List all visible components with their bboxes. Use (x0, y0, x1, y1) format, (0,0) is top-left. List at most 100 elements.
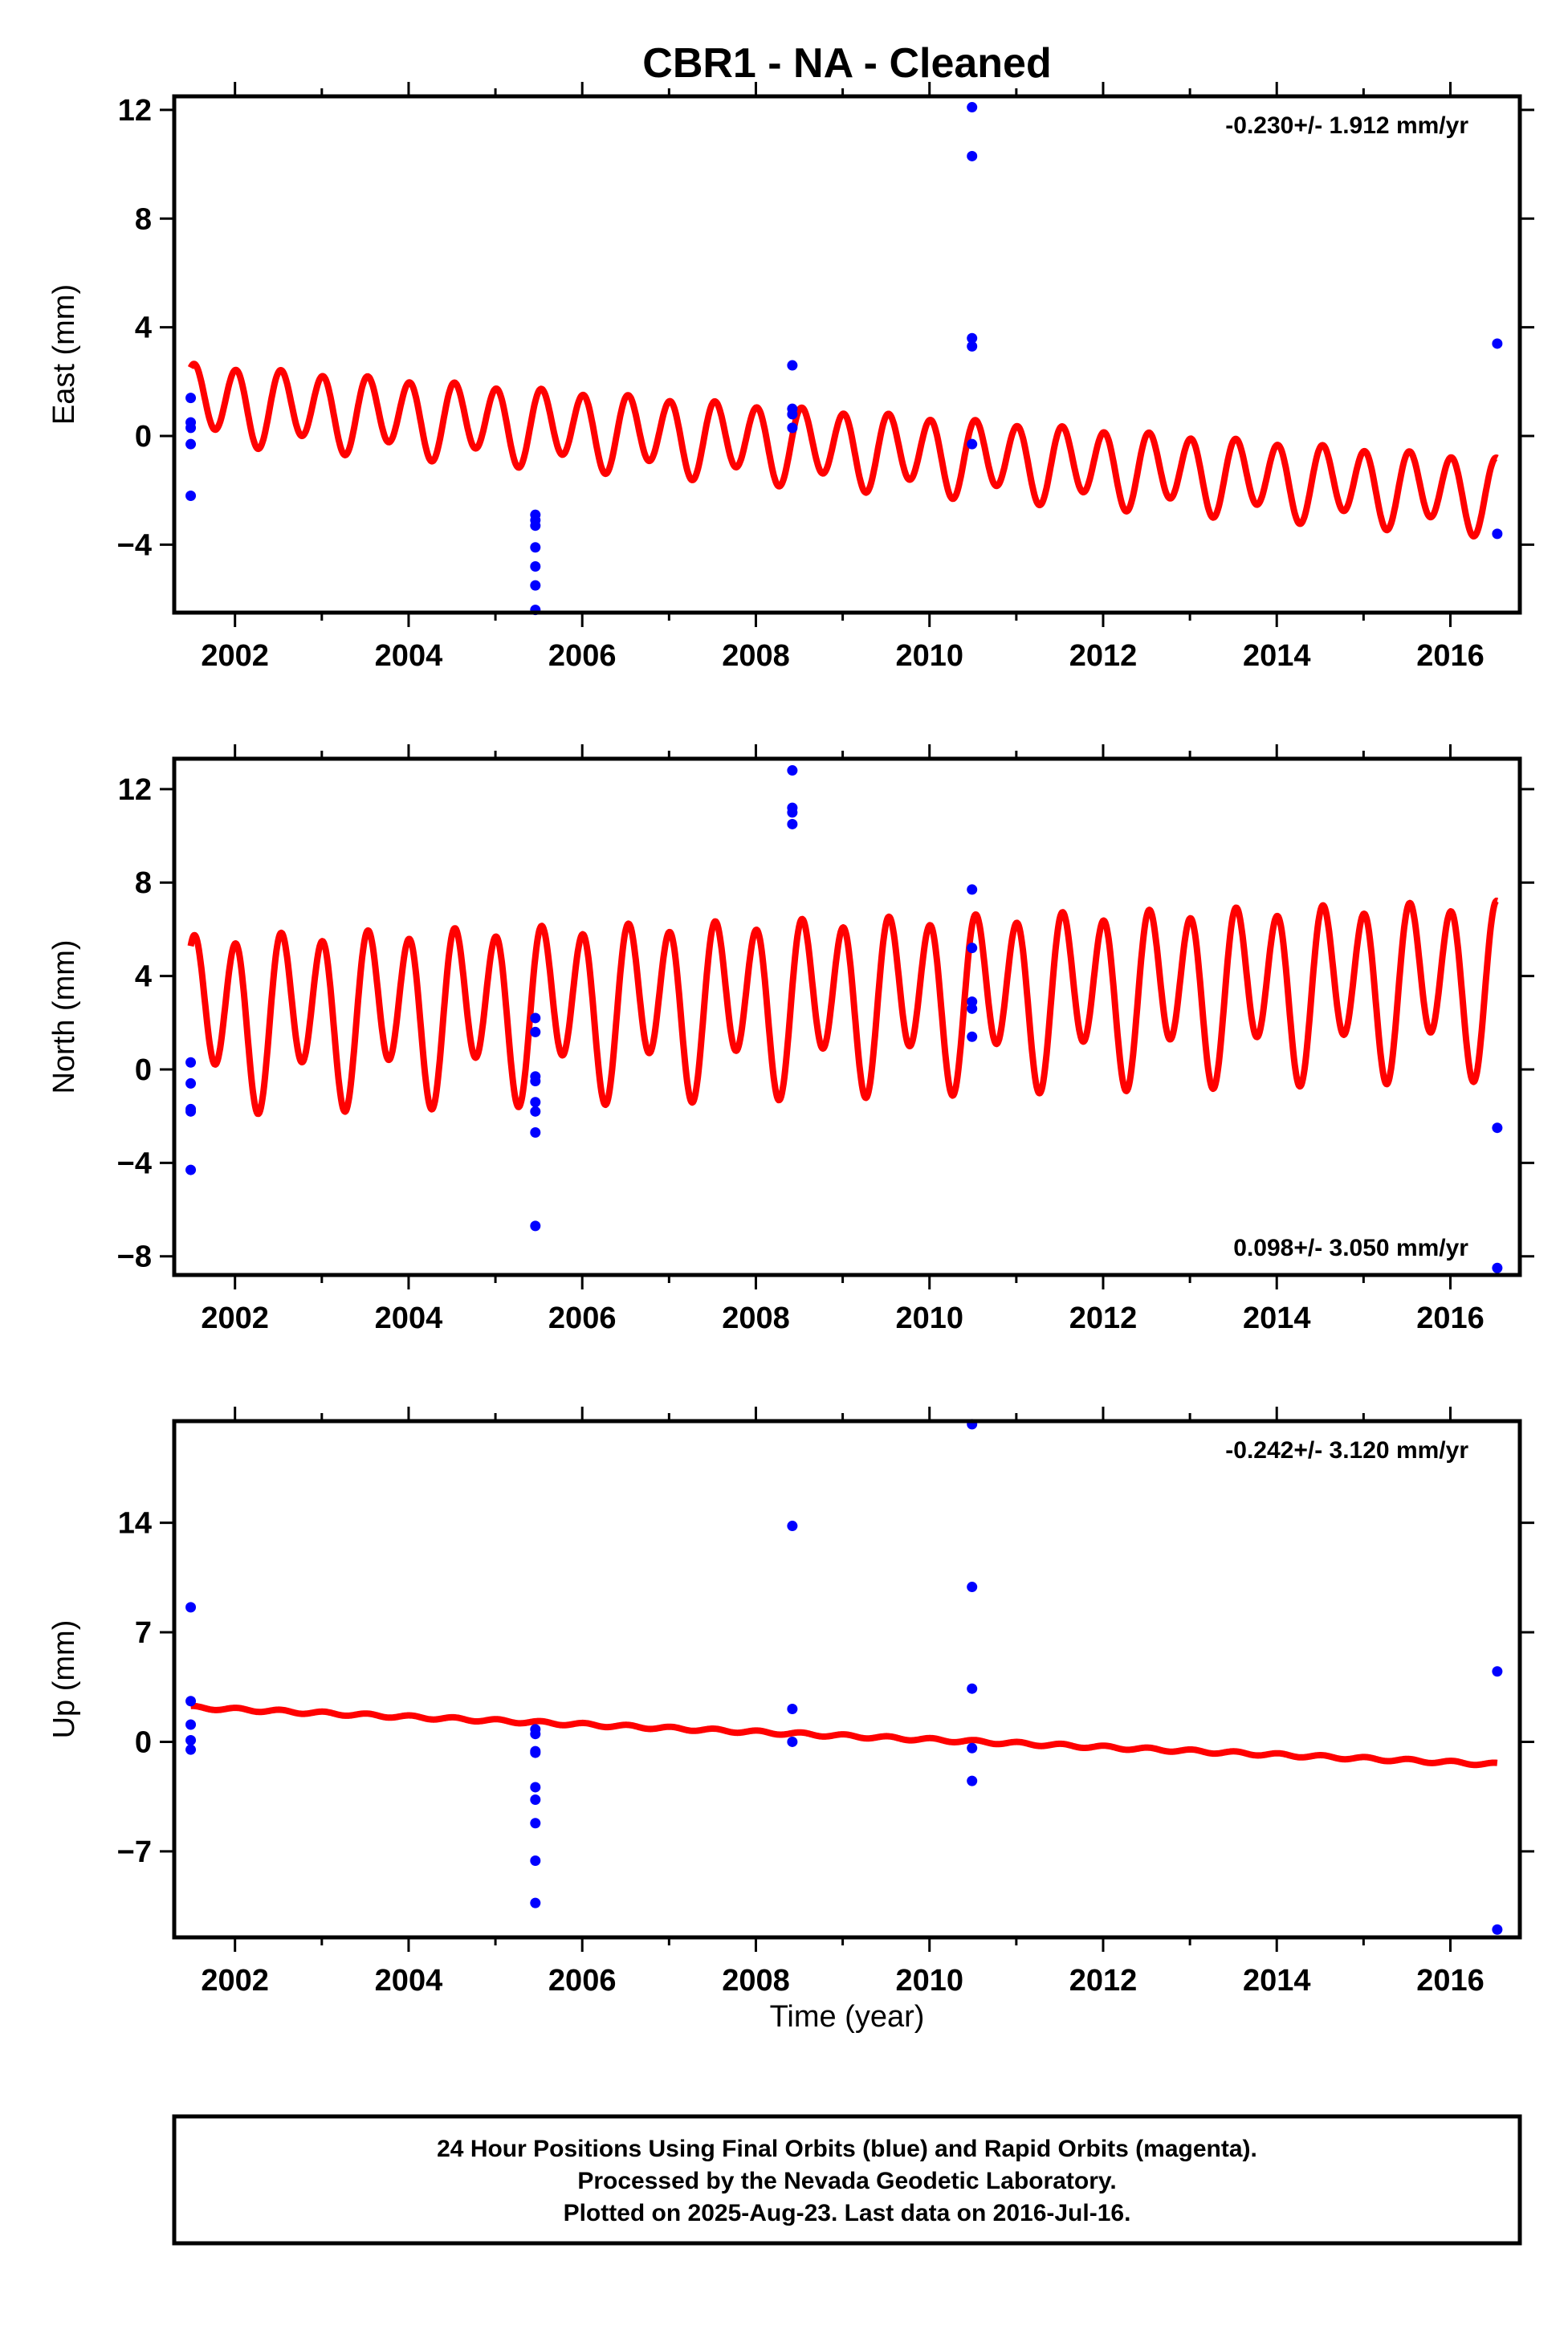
x-tick-label: 2014 (1243, 1964, 1311, 1998)
north-model-line (187, 897, 1500, 1118)
x-tick-label: 2002 (201, 639, 269, 673)
x-tick-label: 2016 (1416, 639, 1485, 673)
x-tick-label: 2012 (1069, 639, 1138, 673)
y-tick-label: 4 (135, 312, 152, 345)
data-point (530, 560, 541, 572)
north-observations (185, 765, 1503, 1273)
data-point (185, 1077, 197, 1089)
data-point (530, 1782, 541, 1793)
north-plot-frame (172, 756, 1522, 1277)
up-rate-annotation: -0.242+/- 3.120 mm/yr (1225, 1437, 1468, 1464)
data-point (967, 1683, 978, 1694)
east-plot-frame (172, 94, 1522, 615)
data-point (787, 1704, 798, 1715)
data-point (1492, 1666, 1503, 1677)
data-point (530, 1794, 541, 1806)
data-point (185, 1057, 197, 1068)
data-point (967, 1742, 978, 1754)
footer-line-3: Plotted on 2025-Aug-23. Last data on 201… (564, 2200, 1131, 2226)
up-panel: 2002 2004 2006 2008 2010 2012 2014 2016 −7 0 7 14 Up… (47, 1407, 1534, 1998)
data-point (530, 1026, 541, 1037)
x-axis-label: Time (year) (770, 2000, 925, 2034)
up-y-axis-label: Up (mm) (47, 1620, 81, 1739)
y-tick-label: 0 (135, 420, 152, 454)
data-point (185, 1106, 197, 1117)
x-tick-label: 2008 (722, 1964, 790, 1998)
x-tick-label: 2010 (895, 1964, 963, 1998)
x-tick-label: 2010 (895, 639, 963, 673)
data-point (530, 580, 541, 591)
y-tick-label: 0 (135, 1053, 152, 1087)
x-tick-label: 2012 (1069, 1964, 1138, 1998)
y-tick-label: −7 (117, 1835, 152, 1869)
east-observations (185, 102, 1503, 616)
data-point (1492, 1924, 1503, 1935)
data-point (530, 1897, 541, 1908)
up-y-ticks: −7 0 7 14 (117, 1507, 1534, 1869)
y-tick-label: 8 (135, 202, 152, 236)
panels-group: 2002 2004 2006 2008 2010 2012 2014 2016 −4 0 4 8 12 E… (47, 82, 1534, 1998)
data-point (967, 150, 978, 161)
east-rate-annotation: -0.230+/- 1.912 mm/yr (1225, 112, 1468, 139)
x-tick-label: 2010 (895, 1301, 963, 1335)
x-tick-label: 2012 (1069, 1301, 1138, 1335)
data-point (967, 340, 978, 352)
data-point (185, 1744, 197, 1755)
east-model-line (187, 360, 1500, 540)
y-tick-label: −8 (117, 1240, 152, 1274)
data-point (1492, 1122, 1503, 1134)
data-point (967, 943, 978, 954)
y-tick-label: 0 (135, 1725, 152, 1759)
y-tick-label: 12 (118, 773, 152, 807)
data-point (530, 1076, 541, 1087)
data-point (185, 438, 197, 450)
data-point (787, 807, 798, 818)
data-point (1492, 1262, 1503, 1273)
data-point (530, 1012, 541, 1024)
data-point (185, 1696, 197, 1707)
data-point (967, 1003, 978, 1014)
x-tick-label: 2008 (722, 639, 790, 673)
data-point (530, 520, 541, 532)
x-tick-label: 2002 (201, 1964, 269, 1998)
data-point (530, 1747, 541, 1758)
data-point (787, 1521, 798, 1532)
data-point (530, 1855, 541, 1867)
data-point (787, 422, 798, 434)
data-point (530, 542, 541, 553)
data-point (967, 884, 978, 895)
data-point (967, 438, 978, 450)
x-tick-label: 2006 (548, 639, 617, 673)
data-point (787, 1736, 798, 1747)
x-tick-label: 2004 (375, 1301, 443, 1335)
chart-title: CBR1 - NA - Cleaned (642, 40, 1051, 87)
data-point (185, 393, 197, 404)
east-y-ticks: −4 0 4 8 12 (117, 94, 1534, 562)
data-point (787, 765, 798, 776)
data-point (530, 1818, 541, 1829)
up-x-ticks: 2002 2004 2006 2008 2010 2012 2014 2016 (201, 1407, 1485, 1998)
y-tick-label: 14 (118, 1507, 152, 1541)
data-point (1492, 338, 1503, 349)
data-point (787, 409, 798, 420)
x-tick-label: 2004 (375, 1964, 443, 1998)
data-point (185, 1602, 197, 1613)
data-point (185, 1734, 197, 1745)
up-model-line (188, 1702, 1500, 1769)
north-y-ticks: −8 −4 0 4 8 12 (117, 773, 1534, 1274)
x-tick-label: 2008 (722, 1301, 790, 1335)
up-observations (185, 1419, 1503, 1935)
north-rate-annotation: 0.098+/- 3.050 mm/yr (1233, 1235, 1468, 1261)
footer-line-1: 24 Hour Positions Using Final Orbits (bl… (437, 2136, 1257, 2162)
east-x-ticks: 2002 2004 2006 2008 2010 2012 2014 2016 (201, 82, 1485, 673)
data-point (787, 360, 798, 371)
north-panel: 2002 2004 2006 2008 2010 2012 2014 2016 −8 −4 0 4 8 1… (47, 744, 1534, 1335)
data-point (967, 332, 978, 344)
x-tick-label: 2006 (548, 1301, 617, 1335)
x-tick-label: 2016 (1416, 1301, 1485, 1335)
north-y-axis-label: North (mm) (47, 939, 81, 1094)
x-tick-label: 2004 (375, 639, 443, 673)
north-x-ticks: 2002 2004 2006 2008 2010 2012 2014 2016 (201, 744, 1485, 1335)
y-tick-label: 7 (135, 1616, 152, 1650)
